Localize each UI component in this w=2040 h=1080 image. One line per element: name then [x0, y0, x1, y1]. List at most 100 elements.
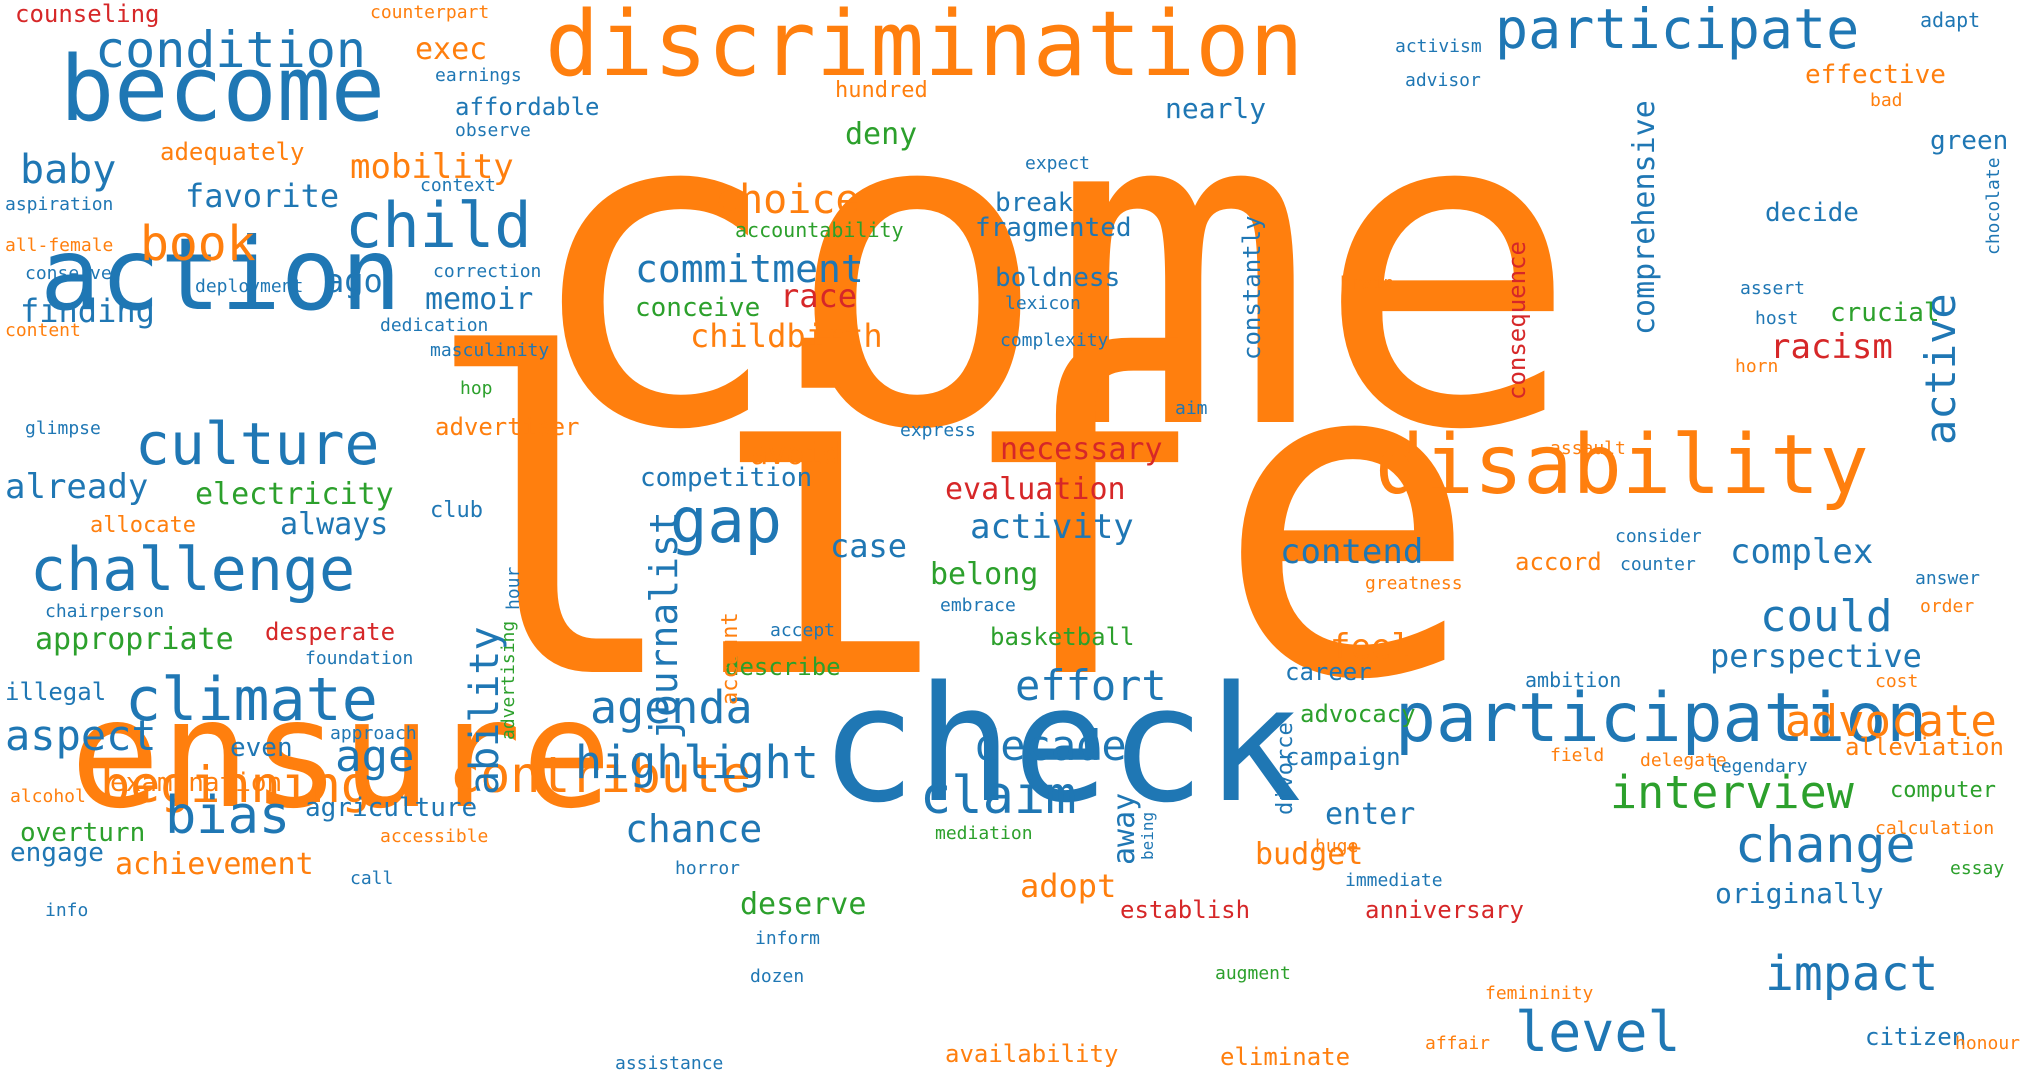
cloud-word-anniversary: anniversary [1365, 896, 1524, 924]
cloud-word-cost: cost [1875, 671, 1919, 692]
cloud-word-counseling: counseling [15, 0, 160, 28]
cloud-word-eliminate: eliminate [1220, 1043, 1351, 1071]
cloud-word-complex: complex [1730, 532, 1874, 572]
cloud-word-contend: contend [1280, 532, 1424, 572]
cloud-word-child: child [345, 189, 532, 262]
cloud-word-memoir: memoir [425, 282, 534, 317]
cloud-word-aspect: aspect [5, 711, 157, 760]
cloud-word-info: info [45, 900, 89, 921]
cloud-word-avoid: avoid [750, 437, 841, 472]
cloud-word-fragmented: fragmented [975, 213, 1132, 243]
cloud-word-activism: activism [1395, 36, 1482, 57]
cloud-word-participation: participation [1395, 679, 1928, 758]
cloud-word-mediation: mediation [935, 823, 1033, 844]
cloud-word-mobility: mobility [350, 147, 514, 187]
cloud-word-come: come [520, 14, 1580, 526]
cloud-word-disability: disability [1375, 418, 1869, 513]
cloud-word-ago: ago [325, 262, 383, 300]
cloud-word-account: account [718, 612, 743, 705]
cloud-word-accord: accord [1515, 548, 1602, 576]
cloud-word-action: action [40, 216, 402, 333]
cloud-word-adequately: adequately [160, 138, 305, 166]
cloud-word-consider: consider [1615, 526, 1702, 547]
cloud-word-context: context [420, 175, 496, 196]
cloud-word-evaluation: evaluation [945, 472, 1126, 507]
cloud-word-ensure: ensure [70, 668, 612, 842]
cloud-word-level: level [1515, 1000, 1681, 1064]
cloud-word-correction: correction [433, 261, 542, 282]
cloud-word-enter: enter [1325, 797, 1416, 832]
cloud-word-affordable: affordable [455, 93, 600, 121]
cloud-word-accountability: accountability [735, 218, 904, 242]
cloud-word-participate: participate [1495, 0, 1860, 61]
cloud-word-masculinity: masculinity [430, 340, 550, 361]
cloud-word-always: always [280, 507, 389, 542]
cloud-word-agriculture: agriculture [305, 793, 478, 823]
cloud-word-femininity: femininity [1485, 983, 1594, 1004]
cloud-word-even: even [230, 733, 293, 763]
cloud-word-condition: condition [95, 21, 366, 79]
cloud-word-age: age [335, 731, 415, 782]
cloud-word-engage: engage [10, 838, 104, 868]
cloud-word-change: change [1735, 816, 1916, 874]
cloud-word-overturn: overturn [20, 818, 146, 848]
cloud-word-desperate: desperate [265, 618, 396, 646]
cloud-word-challenge: challenge [30, 535, 356, 605]
cloud-word-exec: exec [415, 32, 488, 67]
cloud-word-racism: racism [1770, 327, 1893, 367]
cloud-word-affair: affair [1425, 1033, 1491, 1054]
cloud-word-advertiser: advertiser [435, 413, 580, 441]
cloud-word-deny: deny [845, 117, 918, 152]
cloud-word-dozen: dozen [750, 966, 805, 987]
cloud-word-campaign: campaign [1285, 743, 1401, 771]
cloud-word-feel: feel [1330, 627, 1412, 667]
cloud-word-complexity: complexity [1000, 330, 1109, 351]
cloud-word-commitment: commitment [635, 247, 864, 291]
cloud-word-perspective: perspective [1710, 637, 1922, 675]
cloud-word-computer: computer [1890, 778, 1996, 803]
cloud-word-adopt: adopt [1020, 867, 1117, 905]
cloud-word-green: green [1930, 126, 2009, 156]
cloud-word-host: host [1755, 308, 1799, 329]
cloud-word-deployment: deployment [195, 276, 304, 297]
cloud-word-already: already [5, 467, 149, 507]
cloud-word-advisor: advisor [1405, 70, 1481, 91]
cloud-word-boldness: boldness [995, 263, 1121, 293]
cloud-word-accessible: accessible [380, 826, 489, 847]
cloud-word-bias: bias [165, 786, 291, 846]
cloud-word-approach: approach [330, 723, 417, 744]
cloud-word-lexicon: lexicon [1005, 293, 1081, 314]
cloud-word-climate: climate [125, 665, 378, 735]
cloud-word-competition: competition [640, 463, 813, 493]
cloud-word-necessary: necessary [1000, 432, 1163, 467]
cloud-word-hour: hour [503, 566, 524, 610]
cloud-word-honour: honour [1955, 1033, 2021, 1054]
cloud-word-illegal: illegal [5, 678, 107, 706]
cloud-word-away: away [1107, 792, 1142, 865]
cloud-word-order: order [1920, 596, 1975, 617]
cloud-word-belong: belong [930, 557, 1039, 592]
cloud-word-career: career [1285, 658, 1372, 686]
cloud-word-crucial: crucial [1830, 298, 1940, 328]
cloud-word-finding: finding [20, 292, 155, 330]
cloud-word-journalist: journalist [642, 511, 686, 740]
cloud-word-hundred: hundred [835, 78, 928, 103]
cloud-word-race: race [780, 277, 858, 315]
cloud-word-break: break [995, 188, 1074, 218]
cloud-word-huge: huge [1315, 836, 1359, 857]
cloud-word-bad: bad [1870, 90, 1903, 111]
cloud-word-brain: brain [1340, 273, 1395, 294]
cloud-word-alleviation: alleviation [1845, 733, 2004, 761]
cloud-word-earnings: earnings [435, 65, 522, 86]
cloud-word-baby: baby [20, 147, 117, 193]
cloud-word-greatness: greatness [1365, 573, 1463, 594]
cloud-word-effort: effort [1015, 661, 1167, 710]
cloud-word-field: field [1550, 745, 1605, 766]
cloud-word-examination: examination [110, 768, 283, 798]
cloud-word-decade: decade [975, 721, 1127, 770]
cloud-word-availability: availability [945, 1040, 1119, 1068]
cloud-word-assistance: assistance [615, 1053, 724, 1074]
cloud-word-activity: activity [970, 507, 1134, 547]
cloud-word-essay: essay [1950, 858, 2005, 879]
cloud-word-being: being [1138, 811, 1157, 860]
